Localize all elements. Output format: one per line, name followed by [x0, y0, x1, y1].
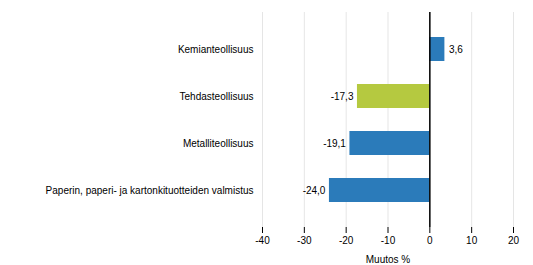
svg-text:Muutos %: Muutos %: [366, 254, 411, 265]
svg-text:3,6: 3,6: [449, 44, 463, 55]
svg-text:20: 20: [508, 235, 520, 246]
svg-text:-40: -40: [255, 235, 270, 246]
svg-text:-19,1: -19,1: [323, 138, 346, 149]
svg-text:Paperin, paperi- ja kartonkitu: Paperin, paperi- ja kartonkituotteiden v…: [46, 185, 254, 196]
svg-text:-10: -10: [381, 235, 396, 246]
svg-text:Tehdasteollisuus: Tehdasteollisuus: [180, 91, 254, 102]
svg-text:-17,3: -17,3: [331, 91, 354, 102]
svg-text:Kemianteollisuus: Kemianteollisuus: [178, 44, 254, 55]
svg-text:-24,0: -24,0: [303, 185, 326, 196]
svg-text:Metalliteollisuus: Metalliteollisuus: [183, 138, 254, 149]
svg-text:-20: -20: [339, 235, 354, 246]
svg-text:10: 10: [466, 235, 478, 246]
svg-text:-30: -30: [297, 235, 312, 246]
svg-text:0: 0: [427, 235, 433, 246]
